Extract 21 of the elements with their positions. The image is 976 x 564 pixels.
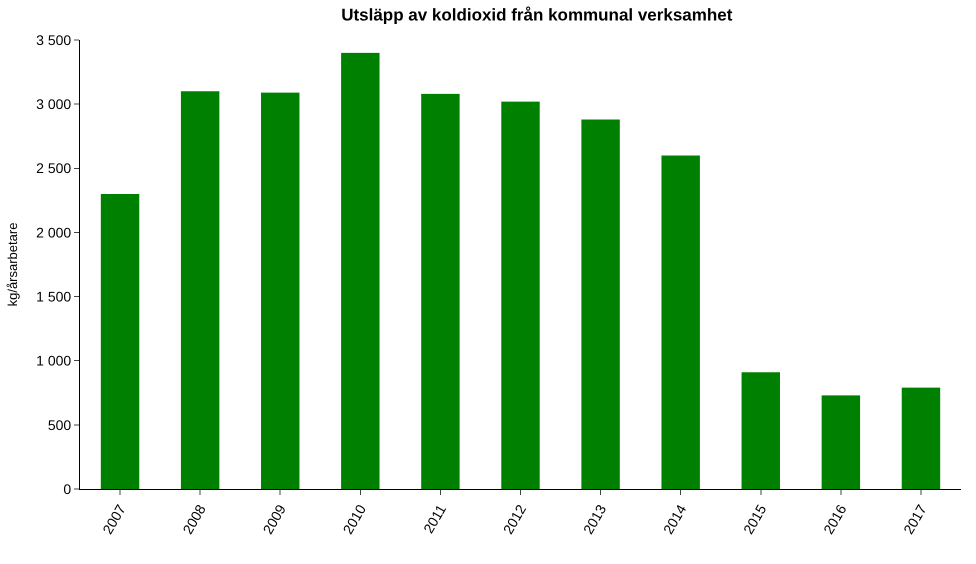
bar (902, 388, 940, 489)
bar (180, 91, 220, 489)
y-tick-label: 500 (48, 416, 72, 433)
y-tick-label: 3 000 (36, 96, 72, 112)
bar (341, 52, 380, 489)
bar (100, 194, 140, 489)
bar (421, 94, 460, 489)
bar (742, 372, 780, 489)
y-tick-label: 2 500 (36, 160, 72, 176)
y-tick-label: 1 000 (36, 352, 72, 369)
bar (581, 120, 620, 489)
chart-title: Utsläpp av koldioxid från kommunal verksamhet (341, 5, 733, 24)
y-tick-label: 1 500 (36, 288, 72, 304)
y-tick-label: 0 (63, 480, 72, 497)
bar (501, 102, 540, 489)
bar (822, 395, 860, 489)
bar (661, 155, 700, 489)
bar (261, 92, 300, 489)
y-tick-label: 3 500 (36, 32, 72, 48)
y-tick-label: 2 000 (36, 224, 72, 240)
y-axis-title: kg/årsarbetare (5, 222, 20, 306)
